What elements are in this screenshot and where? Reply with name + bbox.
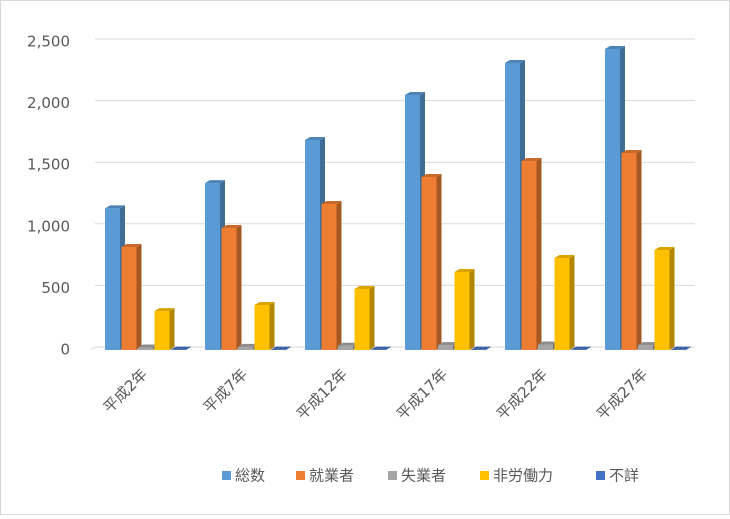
bar-side: [270, 302, 275, 350]
bar-side: [370, 286, 375, 350]
bar-front: [338, 346, 353, 350]
bar-front: [255, 305, 270, 350]
y-tick-label: 2,500: [27, 33, 70, 51]
legend-swatch: [296, 471, 305, 480]
legend-label: 就業者: [309, 467, 354, 485]
y-tick-label: 2,000: [27, 94, 70, 112]
bar: [422, 174, 442, 350]
bar-front: [555, 258, 570, 350]
legend-swatch: [480, 471, 489, 480]
legend-swatch: [388, 471, 397, 480]
bar: [622, 150, 642, 350]
y-tick-label: 0: [60, 341, 70, 359]
bar-front: [355, 289, 370, 350]
bar-front: [138, 348, 153, 350]
bar-front: [322, 204, 337, 350]
bar-front: [538, 344, 553, 350]
y-tick-label: 1,500: [27, 156, 70, 174]
bar-side: [137, 244, 142, 350]
bar-side: [537, 158, 542, 350]
bar: [155, 308, 175, 350]
legend-swatch: [596, 471, 605, 480]
bar-front: [655, 250, 670, 350]
bar-front: [205, 183, 220, 350]
bar: [122, 244, 142, 350]
legend-label: 失業者: [401, 467, 446, 485]
bar: [655, 247, 675, 350]
bar-front: [105, 208, 120, 350]
bar-front: [438, 345, 453, 350]
bar-side: [237, 225, 242, 350]
bar-front: [405, 95, 420, 350]
bar-front: [155, 311, 170, 350]
legend-label: 非労働力: [493, 467, 553, 485]
bar-front: [605, 49, 620, 350]
bar-side: [170, 308, 175, 350]
bar-front: [622, 153, 637, 350]
bar: [255, 302, 275, 350]
bar-front: [422, 177, 437, 350]
bar: [522, 158, 542, 350]
legend-label: 総数: [235, 467, 265, 485]
bar-front: [222, 228, 237, 350]
bar-front: [638, 345, 653, 350]
bar: [222, 225, 242, 350]
bar-front: [122, 247, 137, 350]
bar-side: [437, 174, 442, 350]
bar: [355, 286, 375, 350]
bar-front: [505, 63, 520, 350]
y-tick-label: 500: [41, 279, 70, 297]
bar-side: [337, 201, 342, 350]
bar-side: [470, 269, 475, 350]
bar-front: [238, 347, 253, 350]
y-tick-label: 1,000: [27, 217, 70, 235]
bar-front: [455, 272, 470, 350]
bar-side: [570, 255, 575, 350]
bar-front: [305, 140, 320, 350]
bar-side: [637, 150, 642, 350]
legend-swatch: [222, 471, 231, 480]
legend-label: 不詳: [609, 467, 639, 485]
bar-side: [670, 247, 675, 350]
bar: [555, 255, 575, 350]
bar: [322, 201, 342, 350]
bar-front: [522, 161, 537, 350]
bar: [455, 269, 475, 350]
